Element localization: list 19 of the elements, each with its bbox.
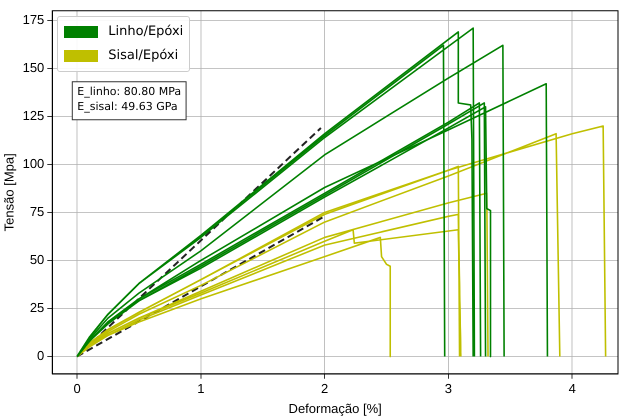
legend-label: Linho/Epóxi	[108, 24, 184, 40]
annotation: E_linho: 80.80 MPa	[77, 85, 182, 98]
y-tick-label: 150	[22, 60, 44, 75]
y-tick-label: 175	[22, 12, 44, 27]
y-tick-label: 50	[30, 252, 44, 268]
y-tick-label: 75	[30, 204, 44, 220]
x-axis-title: Deformação [%]	[288, 400, 382, 416]
x-tick-label: 4	[568, 381, 576, 396]
y-tick-label: 0	[37, 348, 44, 364]
y-tick-label: 125	[22, 108, 44, 124]
y-tick-label: 100	[22, 156, 44, 172]
x-tick-label: 1	[197, 381, 204, 396]
legend-label: Sisal/Epóxi	[108, 48, 178, 64]
x-tick-label: 0	[73, 381, 81, 396]
y-axis-title: Tensão [Mpa]	[1, 153, 16, 232]
y-tick-label: 25	[30, 300, 44, 316]
annotation: E_sisal: 49.63 GPa	[77, 100, 178, 114]
x-tick-label: 2	[321, 381, 328, 396]
x-tick-label: 3	[444, 381, 452, 396]
